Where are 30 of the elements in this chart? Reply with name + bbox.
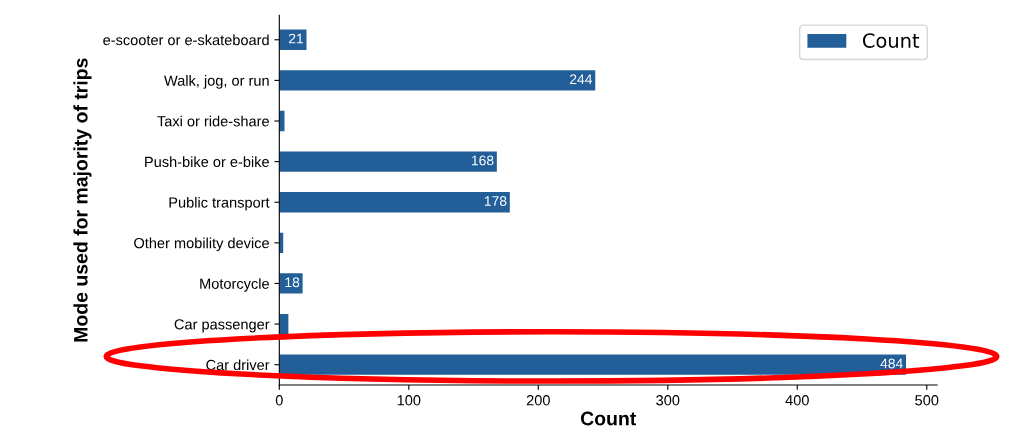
bar [279,151,497,172]
data-label: 21 [288,33,304,44]
x-tick-label: 400 [785,395,809,406]
x-tick-label: 200 [526,395,550,406]
data-label: 484 [880,358,903,369]
bar [279,354,907,375]
data-label: 18 [285,277,300,288]
bar [279,70,596,91]
bar [279,192,510,213]
y-tick-label: Other mobility device [134,237,269,252]
bar [279,273,303,294]
y-tick-label: e-scooter or e-skateboard [103,34,269,46]
bar [279,29,307,50]
x-axis-title: Count [580,411,637,426]
data-label: 244 [570,74,593,84]
y-tick-label: Walk, jog, or run [164,75,269,89]
y-tick-label: Car passenger [174,319,270,333]
legend-label: Count [862,33,920,48]
data-label: 178 [484,196,507,206]
x-tick-label: 500 [915,395,939,406]
y-tick-label: Push-bike or e-bike [145,156,269,168]
data-label: 168 [471,155,494,166]
x-tick-label: 0 [275,395,283,406]
x-tick-label: 300 [656,395,680,406]
x-tick-label: 100 [397,395,421,406]
y-tick-label: Car driver [206,359,270,371]
y-tick-label: Motorcycle [200,278,269,292]
y-tick-label: Public transport [169,196,270,211]
y-axis-title: Mode used for majority of trips [73,58,92,342]
y-tick-label: Taxi or ride-share [157,115,269,127]
